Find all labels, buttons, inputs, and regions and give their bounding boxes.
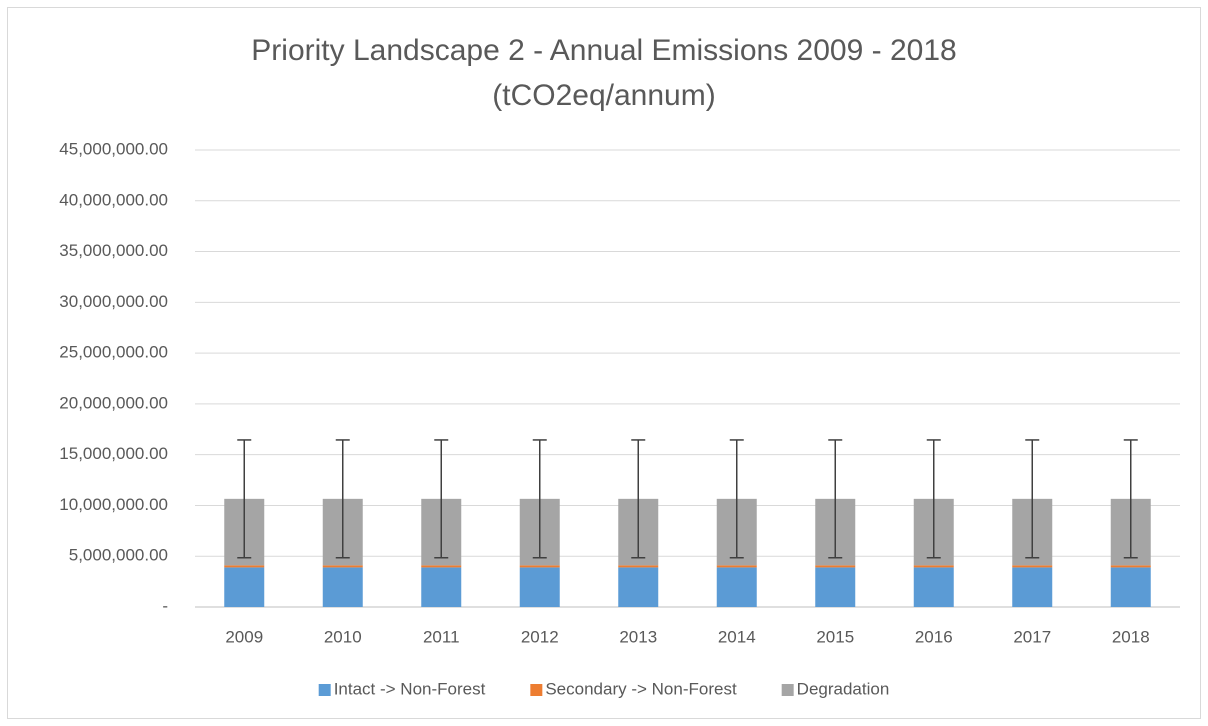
bar-segment [913,565,954,568]
y-tick-label: 25,000,000.00 [59,343,168,362]
y-tick-label: 30,000,000.00 [59,292,168,311]
bar-segment [322,565,363,568]
error-bar [532,439,547,559]
x-tick-label: 2010 [324,627,362,646]
y-tick-label: 45,000,000.00 [59,139,168,158]
bar-segment [1012,565,1053,568]
bar-segment [519,567,560,607]
x-tick-label: 2011 [423,627,460,646]
y-tick-label: - [162,596,168,615]
bar-segment [716,567,757,607]
y-tick-label: 10,000,000.00 [59,495,168,514]
x-tick-label: 2013 [619,627,657,646]
chart-subtitle: (tCO2eq/annum) [492,79,715,112]
bar-segment [224,565,265,568]
bar-segment [913,567,954,607]
x-tick-label: 2009 [225,627,263,646]
error-bar [1123,439,1138,559]
y-tick-label: 20,000,000.00 [59,393,168,412]
chart-title: Priority Landscape 2 - Annual Emissions … [251,34,956,67]
error-bar [828,439,843,559]
x-tick-label: 2012 [521,627,559,646]
bar-segment [1110,565,1151,568]
legend-swatch [318,684,331,696]
error-bar [335,439,350,559]
bar-segment [618,565,659,568]
error-bar [729,439,744,559]
legend-label: Intact -> Non-Forest [334,679,486,698]
bar-segment [716,565,757,568]
chart-border [7,7,1201,719]
bar-segment [1012,567,1053,607]
bar-segment [1110,567,1151,607]
legend-swatch [781,684,794,696]
x-tick-label: 2016 [915,627,953,646]
bar-segment [224,567,265,607]
error-bar [237,439,252,559]
error-bar [631,439,646,559]
legend-label: Degradation [797,679,890,698]
y-tick-label: 15,000,000.00 [59,444,168,463]
x-tick-label: 2018 [1112,627,1150,646]
x-tick-label: 2015 [816,627,854,646]
bar-segment [519,565,560,568]
x-tick-label: 2017 [1013,627,1051,646]
bar-segment [421,567,462,607]
bar-segment [815,565,856,568]
y-tick-label: 5,000,000.00 [69,546,168,565]
y-tick-label: 35,000,000.00 [59,241,168,260]
error-bar [926,439,941,559]
bar-segment [618,567,659,607]
error-bar [1025,439,1040,559]
bar-segment [322,567,363,607]
bar-segment [815,567,856,607]
legend-swatch [530,684,543,696]
y-tick-label: 40,000,000.00 [59,190,168,209]
legend-label: Secondary -> Non-Forest [545,679,737,698]
bar-segment [421,565,462,568]
x-tick-label: 2014 [718,627,756,646]
error-bar [434,439,449,559]
